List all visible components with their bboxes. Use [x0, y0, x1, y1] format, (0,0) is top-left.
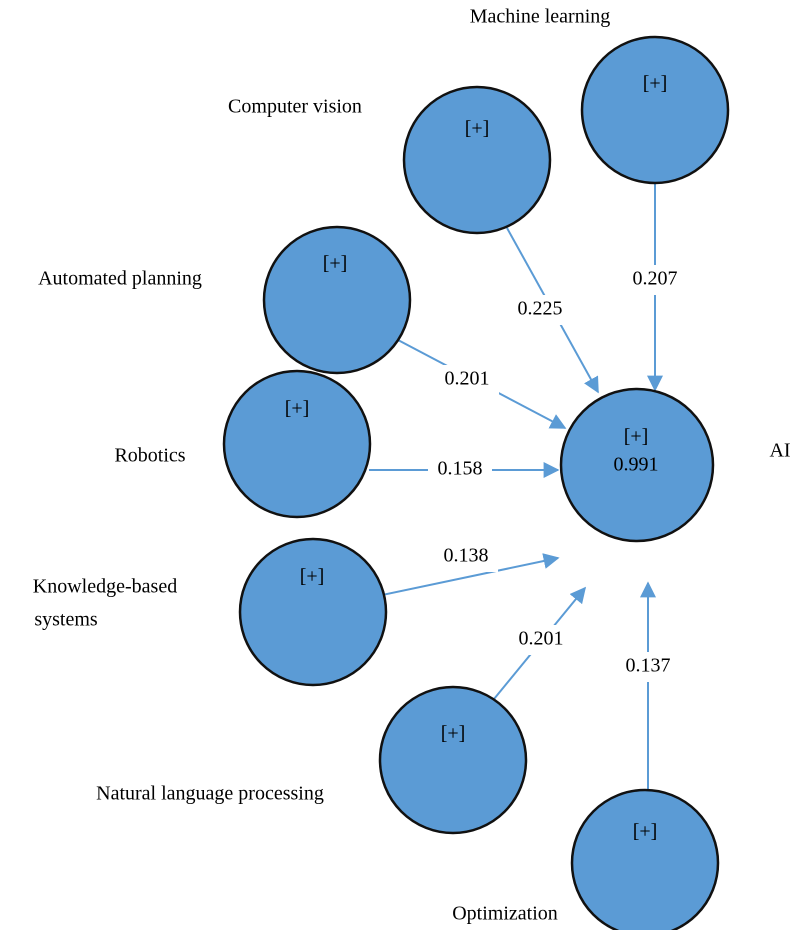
- node-label: Computer vision: [228, 96, 362, 118]
- construct-node: [238, 537, 388, 687]
- construct-node: [580, 35, 730, 185]
- edge-coefficient: 0.201: [519, 628, 564, 650]
- edge-coefficient: 0.158: [438, 458, 483, 480]
- construct-node: [378, 685, 528, 835]
- node-marker: [+]: [643, 73, 668, 95]
- edge-coefficient: 0.201: [445, 368, 490, 390]
- node-marker: [+]: [633, 821, 658, 843]
- node-label: systems: [34, 609, 98, 631]
- node-label: Knowledge-based: [33, 576, 177, 598]
- edge-label-bg: [509, 625, 573, 655]
- node-label: Automated planning: [38, 268, 202, 290]
- node-marker: [+]: [441, 723, 466, 745]
- edge-label-bg: [435, 365, 499, 395]
- construct-node: [262, 225, 412, 375]
- target-marker: [+]: [624, 426, 649, 448]
- edge-coefficient: 0.207: [633, 268, 678, 290]
- edge-coefficient: 0.137: [626, 655, 671, 677]
- node-label: Robotics: [114, 445, 185, 467]
- node-label: Machine learning: [470, 6, 611, 28]
- target-label: AI: [769, 440, 790, 462]
- edge-coefficient: 0.138: [444, 545, 489, 567]
- node-marker: [+]: [323, 253, 348, 275]
- node-marker: [+]: [465, 118, 490, 140]
- construct-node: [570, 788, 720, 930]
- edge-label-bg: [434, 542, 498, 572]
- node-label: Optimization: [452, 903, 558, 925]
- construct-node: [222, 369, 372, 519]
- node-marker: [+]: [285, 398, 310, 420]
- target-node: [559, 387, 715, 543]
- edge-coefficient: 0.225: [518, 298, 563, 320]
- edge-label-bg: [508, 295, 572, 325]
- edge-label-bg: [428, 455, 492, 485]
- edge: [367, 553, 560, 599]
- construct-node: [402, 85, 552, 235]
- edge-label-bg: [623, 265, 687, 295]
- edge-label-bg: [616, 652, 680, 682]
- target-r-squared: 0.991: [614, 454, 659, 476]
- node-marker: [+]: [300, 566, 325, 588]
- node-label: Natural language processing: [96, 783, 324, 805]
